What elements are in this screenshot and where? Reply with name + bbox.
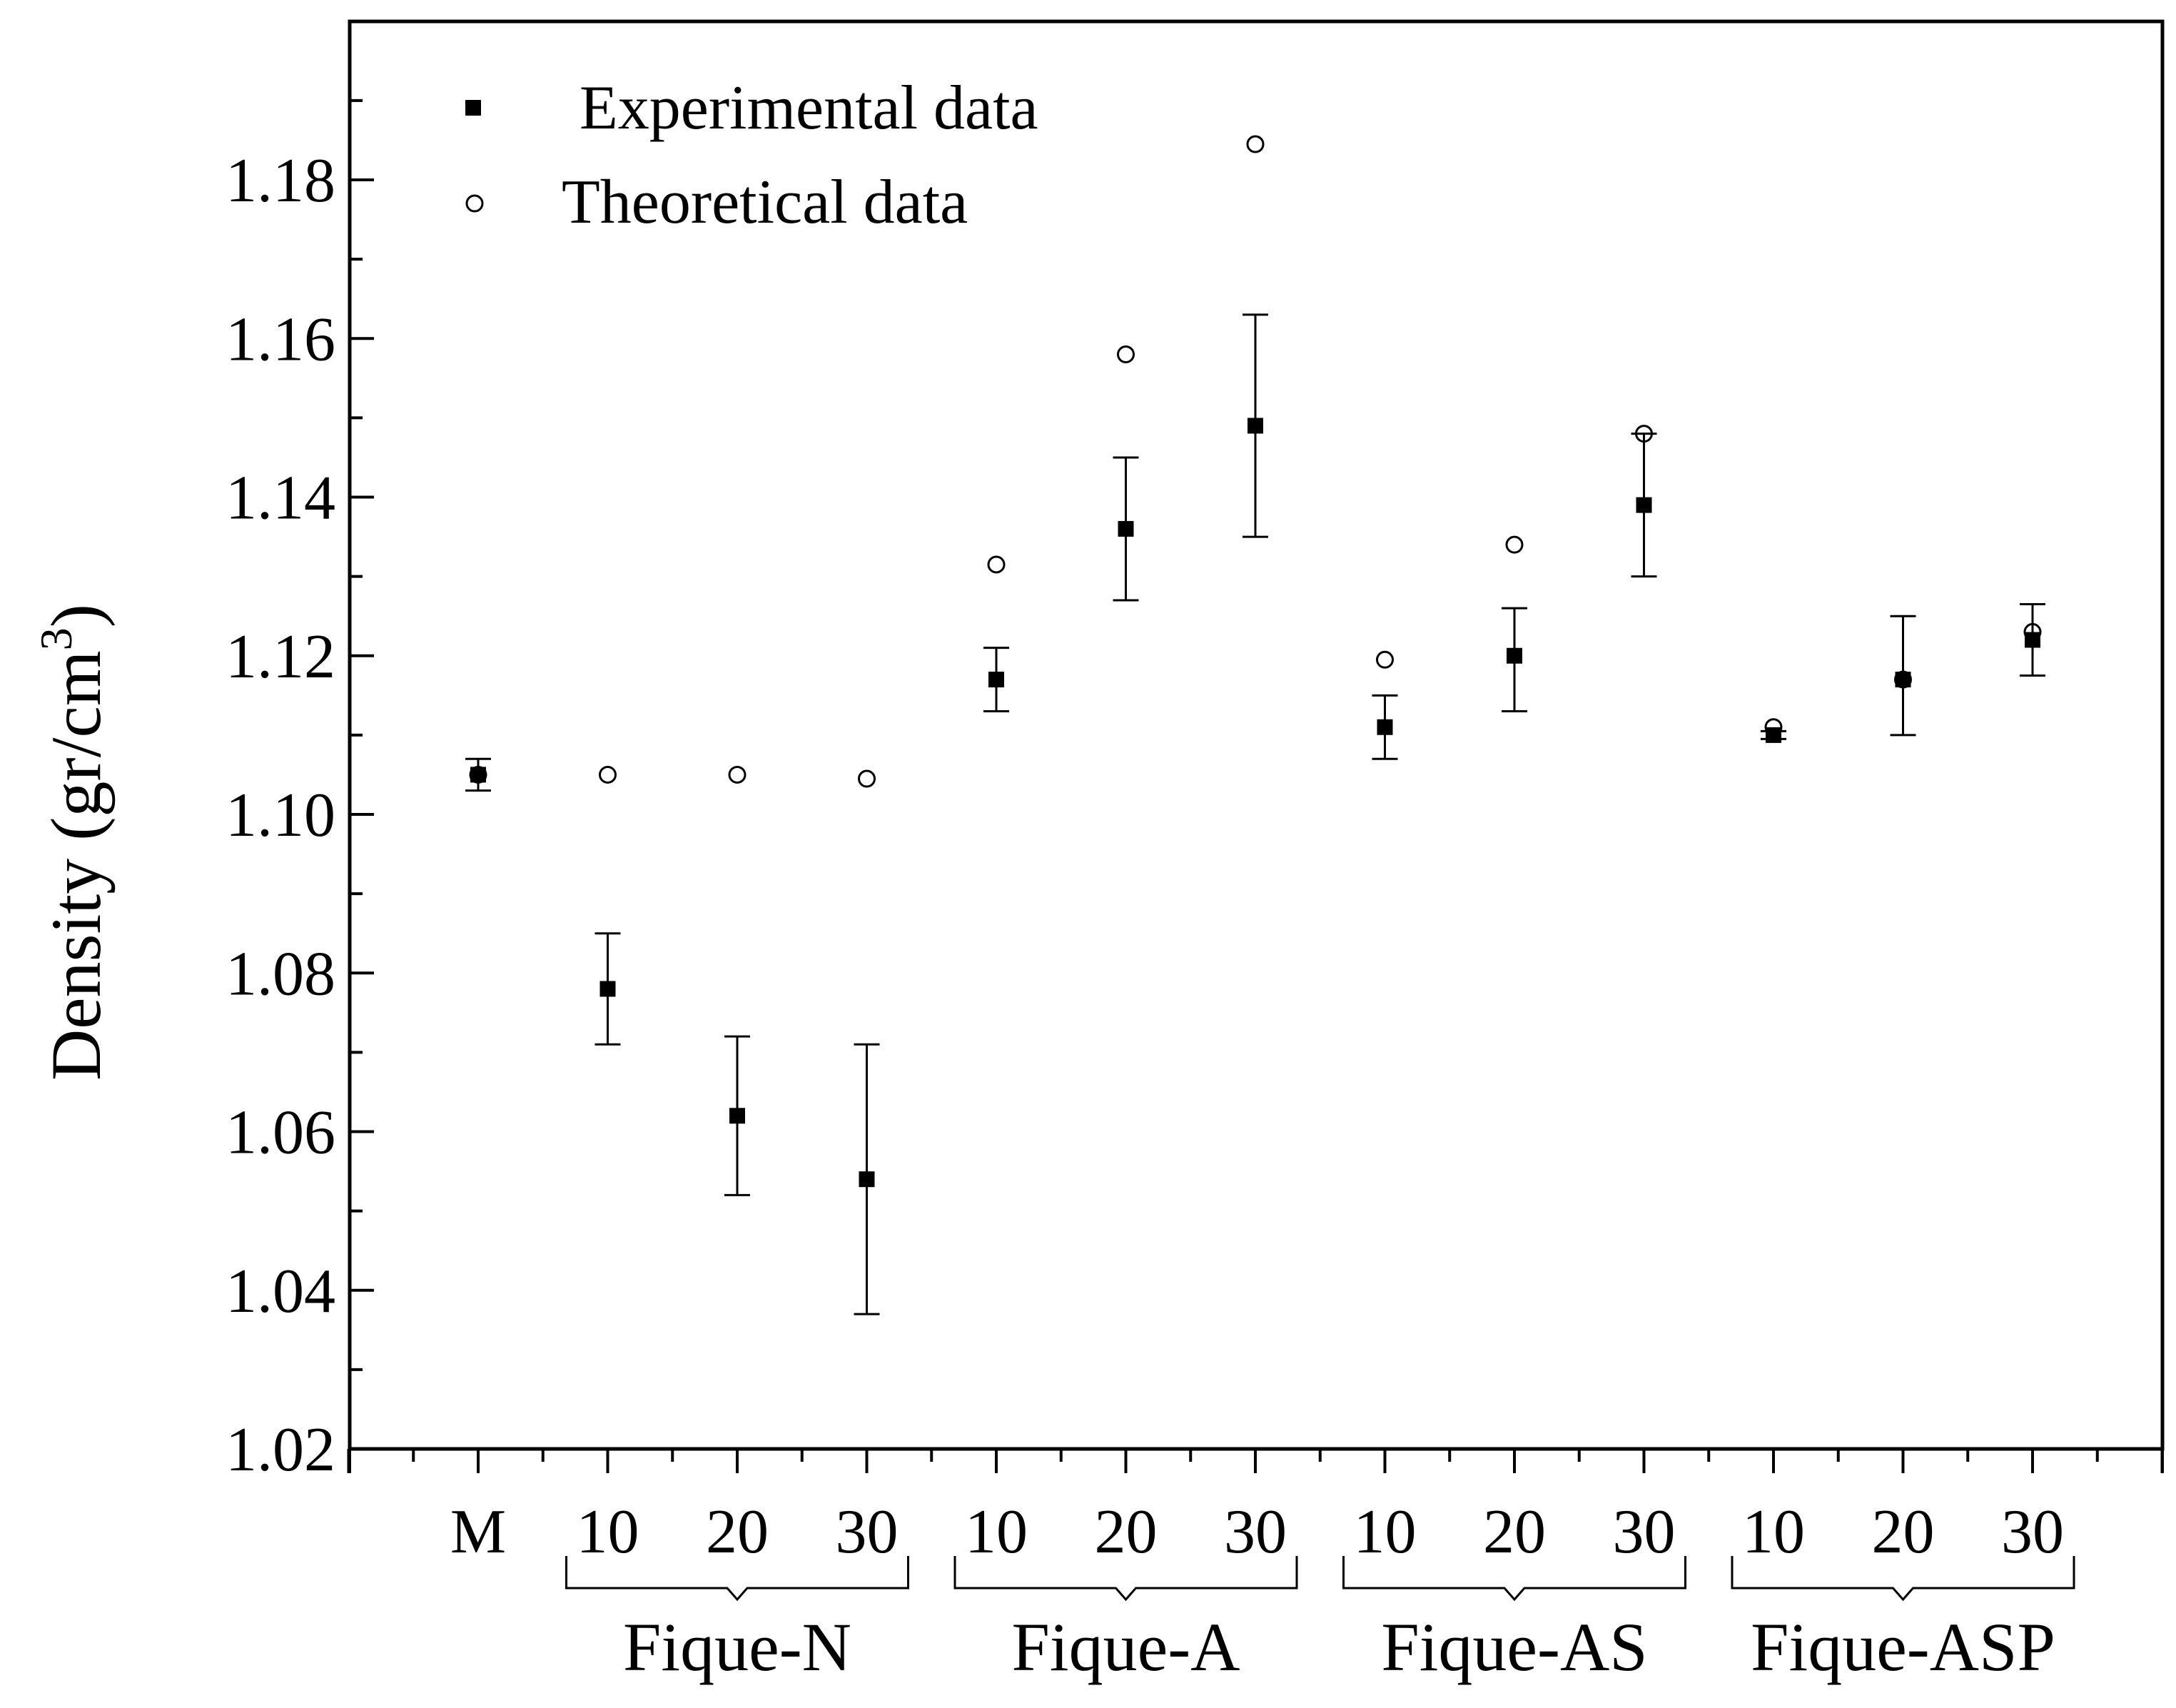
theoretical-point — [2023, 622, 2042, 641]
theoretical-point — [1764, 718, 1783, 737]
group-brackets: Fique-N Fique-A Fique-AS Fique-ASP — [565, 1556, 2075, 1685]
legend-experimental-label: Experimental data — [580, 74, 1038, 143]
experimental-point — [470, 767, 486, 783]
experimental-point — [1636, 497, 1652, 513]
x-tick-label: 30 — [1224, 1497, 1287, 1567]
experimental-point — [1377, 719, 1393, 735]
error-bars — [465, 313, 2045, 1315]
data-marks — [469, 135, 2042, 1188]
group-bracket — [565, 1556, 909, 1602]
y-tick-label: 1.06 — [226, 1098, 335, 1168]
legend: Experimental data Theoretical data — [465, 74, 1038, 237]
x-tick-label: 10 — [1742, 1497, 1805, 1567]
experimental-point — [1895, 672, 1911, 688]
experimental-point — [729, 1108, 745, 1124]
theoretical-point — [728, 765, 747, 784]
y-axis-label-close: ) — [36, 604, 116, 627]
y-axis-label: Density (gr/cm3) — [31, 604, 116, 1081]
legend-theoretical-label: Theoretical data — [562, 168, 968, 237]
x-axis-ticks: M 10 20 30 10 20 30 10 20 30 10 20 30 — [347, 1449, 2164, 1567]
experimental-point — [1118, 520, 1134, 537]
x-tick-label: 10 — [965, 1497, 1028, 1567]
x-tick-label: 30 — [2001, 1497, 2064, 1567]
experimental-point — [1248, 418, 1263, 434]
y-tick-label: 1.08 — [226, 939, 335, 1009]
x-tick-label: 20 — [1483, 1497, 1546, 1567]
theoretical-point — [599, 765, 617, 784]
theoretical-point — [1505, 535, 1524, 554]
group-label: Fique-ASP — [1751, 1609, 2055, 1685]
x-tick-label: 10 — [1354, 1497, 1417, 1567]
y-tick-label: 1.16 — [226, 305, 335, 374]
x-tick-label: 30 — [1613, 1497, 1676, 1567]
group-label: Fique-N — [623, 1609, 851, 1685]
group-label: Fique-AS — [1381, 1609, 1647, 1685]
y-tick-label: 1.14 — [226, 464, 335, 533]
group-label: Fique-A — [1012, 1609, 1240, 1685]
x-tick-label: 30 — [836, 1497, 899, 1567]
theoretical-point — [1376, 650, 1394, 669]
y-tick-label: 1.02 — [226, 1415, 335, 1485]
group-bracket — [953, 1556, 1298, 1602]
group-bracket — [1731, 1556, 2075, 1602]
y-tick-label: 1.12 — [226, 622, 335, 692]
legend-theoretical-marker — [465, 194, 484, 213]
y-tick-label: 1.18 — [226, 146, 335, 216]
theoretical-point — [987, 555, 1006, 574]
x-tick-label: 20 — [1095, 1497, 1158, 1567]
y-tick-label: 1.10 — [226, 781, 335, 850]
experimental-point — [988, 672, 1004, 688]
theoretical-point — [858, 769, 876, 788]
y-axis-label-text: Density (gr/cm — [36, 650, 116, 1081]
x-tick-label: M — [450, 1497, 506, 1567]
x-tick-label: 20 — [1872, 1497, 1935, 1567]
y-axis-label-superscript: 3 — [31, 627, 81, 650]
experimental-point — [1507, 647, 1522, 664]
theoretical-point — [1635, 425, 1653, 443]
y-tick-label: 1.04 — [226, 1257, 335, 1326]
group-bracket — [1342, 1556, 1686, 1602]
experimental-point — [859, 1171, 875, 1188]
theoretical-point — [1894, 670, 1912, 689]
experimental-point — [599, 981, 616, 997]
theoretical-point — [469, 765, 487, 784]
theoretical-point — [1246, 135, 1265, 153]
y-axis-ticks: 1.02 1.04 1.06 1.08 1.10 1.12 1.14 1.16 1.18 — [226, 98, 374, 1485]
theoretical-point — [1117, 345, 1135, 363]
legend-experimental-marker — [465, 100, 481, 116]
x-tick-label: 10 — [577, 1497, 639, 1567]
x-tick-label: 20 — [706, 1497, 769, 1567]
